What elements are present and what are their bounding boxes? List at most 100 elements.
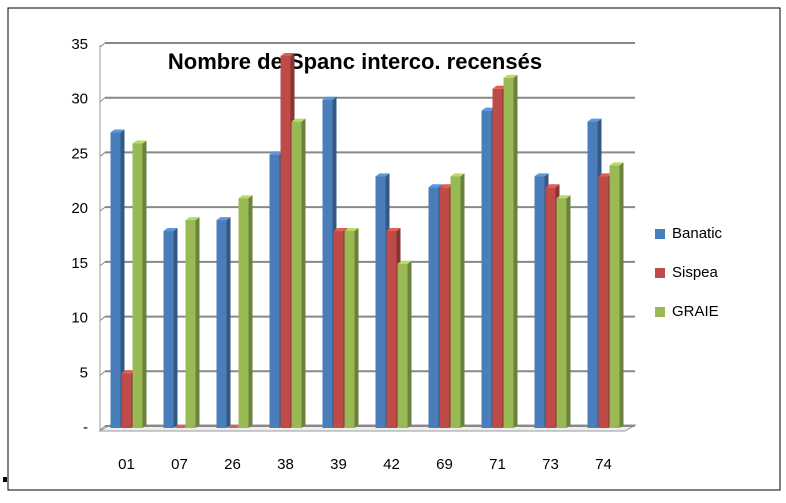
grid-line [99,42,106,48]
y-tick-label: - [83,419,88,436]
bar-side [226,217,231,428]
bar-top [481,107,496,111]
grid-line [99,425,106,431]
grid-line [99,316,106,321]
legend-label: Banatic [672,225,723,242]
x-tick-label: 71 [489,456,506,473]
x-tick-label: 38 [277,456,294,473]
bar [609,165,620,428]
bar-top [132,140,147,144]
legend-label: Sispea [672,264,719,281]
bar-top [534,173,549,177]
bar [238,198,249,428]
bar [344,231,355,428]
bar [132,143,143,428]
bar-top [556,195,571,199]
bar-top [227,425,242,428]
bar [534,176,545,428]
bar-side [566,195,571,428]
x-tick-label: 26 [224,456,241,473]
y-tick-label: 35 [71,36,88,53]
x-tick-label: 73 [542,456,559,473]
grid-line [99,97,106,103]
bar-top [545,184,560,188]
bar-top [333,228,348,232]
bar [110,132,121,429]
y-tick-label: 15 [71,255,88,272]
bar [121,373,132,428]
bar [322,99,333,428]
grid-line [99,261,106,267]
bar-side [619,162,624,428]
bar [450,176,461,428]
bar-side [120,129,125,429]
bar [556,198,567,428]
bar [428,187,439,428]
y-tick-label: 10 [71,310,88,327]
bar [503,77,514,428]
x-tick-label: 39 [330,456,347,473]
bar-side [173,228,178,428]
bar [598,176,609,428]
dot [3,477,7,482]
chart-title: Nombre de Spanc interco. recensés [168,49,542,74]
x-tick-label: 69 [436,456,453,473]
bar-top [121,370,136,374]
bar [386,231,397,428]
bar-top [492,85,507,89]
legend-swatch [655,229,665,239]
bar-side [460,173,465,428]
x-tick-label: 07 [171,456,188,473]
bar-top [503,74,518,78]
bar [492,88,503,429]
bar [333,231,344,428]
bar [185,220,196,428]
bar-side [195,217,200,428]
bar-top [185,217,200,221]
bar [291,121,302,428]
bar-top [439,184,454,188]
bar-top [598,173,613,177]
x-tick-label: 01 [118,456,135,473]
bar-top [291,118,306,122]
bar-top [322,96,337,100]
x-tick-label: 42 [383,456,400,473]
bar [587,121,598,428]
x-tick-label: 74 [595,456,612,473]
legend-swatch [655,268,665,278]
bar-side [142,140,147,428]
bar [280,55,291,428]
bar-side [513,74,518,428]
bar-side [407,260,412,428]
bar [375,176,386,428]
bar-top [216,217,231,221]
bar [269,154,280,428]
bar-top [174,425,189,428]
bar [397,263,408,428]
grid-line [99,206,106,212]
y-tick-label: 20 [71,200,88,217]
bar-top [587,118,602,122]
bar-top [163,228,178,232]
bar-top [375,173,390,177]
bar-top [450,173,465,177]
bar-side [301,118,306,428]
legend-swatch [655,307,665,317]
bar-side [248,195,253,428]
bar-top [344,228,359,232]
bar-top [609,162,624,166]
bar-top [428,184,443,188]
bar [545,187,556,428]
grid-line [99,152,106,157]
bar-top [238,195,253,199]
bar [481,110,492,429]
y-tick-label: 30 [71,91,88,108]
grid-line [99,370,106,376]
y-tick-label: 5 [80,364,88,381]
y-tick-label: 25 [71,145,88,162]
bar [439,187,450,428]
bar-top [269,151,284,155]
bar [216,220,227,428]
legend-label: GRAIE [672,303,719,320]
